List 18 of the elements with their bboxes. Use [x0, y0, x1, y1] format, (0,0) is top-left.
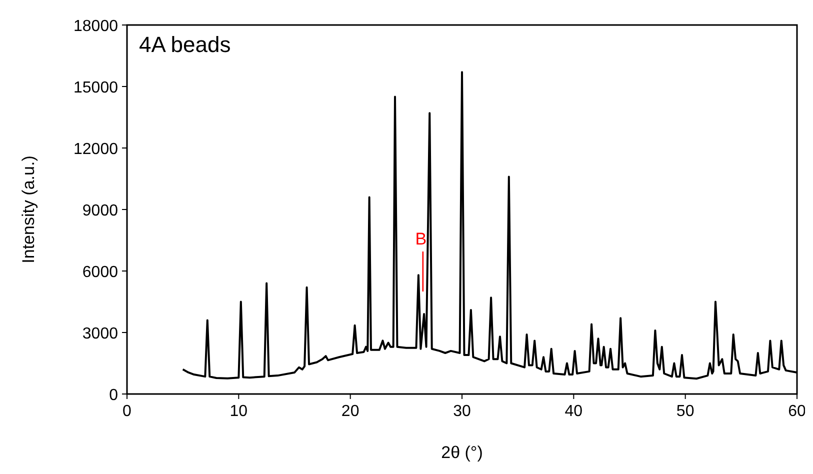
x-axis-title: 2θ (°)	[441, 443, 483, 462]
annotation: 4A beads	[139, 32, 231, 57]
x-tick-label: 50	[676, 403, 694, 420]
y-tick-label: 15000	[74, 80, 118, 96]
y-tick-label: 3000	[82, 326, 118, 342]
y-tick-label: 9000	[82, 202, 118, 220]
annotation: B	[415, 230, 427, 248]
x-tick-label: 30	[453, 403, 471, 420]
x-tick-label: 0	[122, 403, 132, 420]
y-tick-label: 12000	[74, 141, 118, 158]
y-tick-label: 18000	[74, 18, 118, 35]
x-tick-label: 20	[341, 403, 360, 420]
y-tick-label: 0	[109, 387, 118, 404]
y-axis-title: Intensity (a.u.)	[19, 156, 38, 264]
x-tick-label: 60	[788, 403, 806, 420]
x-tick-label: 40	[564, 403, 583, 420]
y-tick-label: 6000	[82, 264, 118, 281]
x-tick-label: 10	[230, 403, 248, 420]
